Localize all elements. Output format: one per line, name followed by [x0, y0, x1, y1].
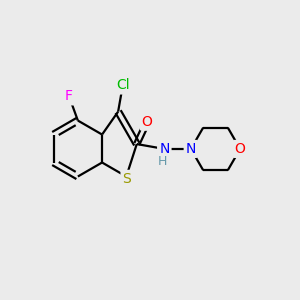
Text: O: O	[235, 142, 246, 156]
Text: H: H	[158, 155, 167, 168]
Text: S: S	[122, 172, 131, 186]
Text: N: N	[186, 142, 196, 156]
Text: N: N	[159, 142, 169, 156]
Text: F: F	[65, 89, 73, 103]
Text: Cl: Cl	[116, 79, 130, 92]
Text: O: O	[142, 115, 153, 129]
